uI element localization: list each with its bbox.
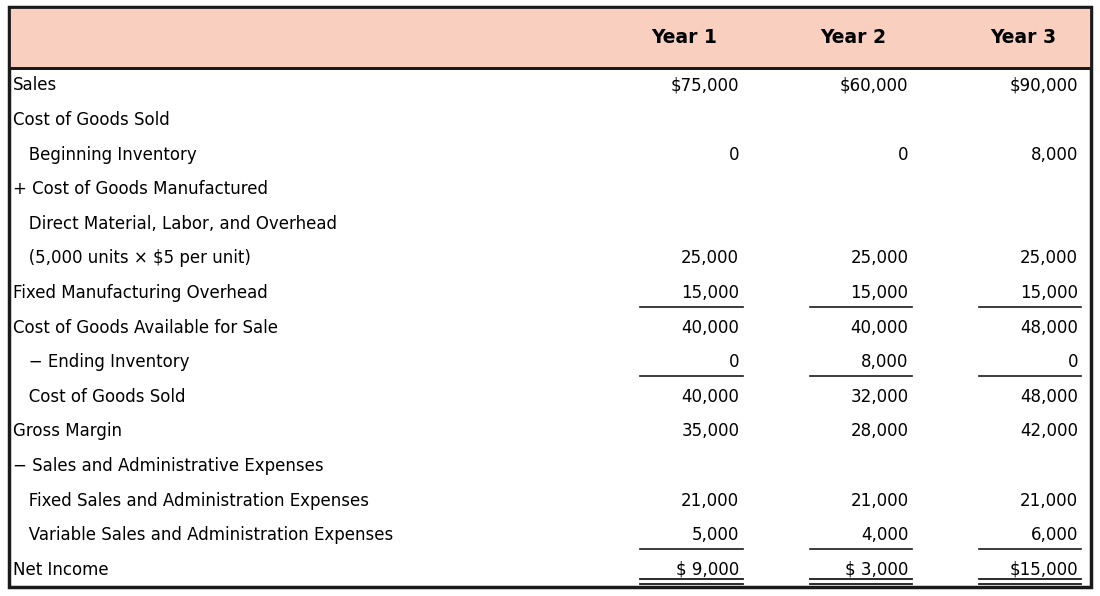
FancyBboxPatch shape: [9, 7, 1091, 587]
Text: Direct Material, Labor, and Overhead: Direct Material, Labor, and Overhead: [13, 215, 338, 233]
Text: Variable Sales and Administration Expenses: Variable Sales and Administration Expens…: [13, 526, 394, 544]
Text: 15,000: 15,000: [681, 284, 739, 302]
Text: 25,000: 25,000: [850, 249, 909, 268]
Text: Fixed Manufacturing Overhead: Fixed Manufacturing Overhead: [13, 284, 268, 302]
Text: $ 9,000: $ 9,000: [675, 561, 739, 579]
Text: Sales: Sales: [13, 76, 57, 94]
Text: 25,000: 25,000: [1020, 249, 1078, 268]
Text: 0: 0: [728, 145, 739, 163]
Text: Net Income: Net Income: [13, 561, 109, 579]
Text: 25,000: 25,000: [681, 249, 739, 268]
Text: Cost of Goods Available for Sale: Cost of Goods Available for Sale: [13, 318, 278, 337]
Text: Beginning Inventory: Beginning Inventory: [13, 145, 197, 163]
Text: 32,000: 32,000: [850, 388, 909, 406]
Text: Year 1: Year 1: [651, 28, 717, 47]
Text: 8,000: 8,000: [861, 353, 909, 371]
Text: $75,000: $75,000: [671, 76, 739, 94]
Text: Year 3: Year 3: [990, 28, 1056, 47]
Text: 28,000: 28,000: [850, 423, 909, 440]
Text: 21,000: 21,000: [681, 492, 739, 510]
Text: Fixed Sales and Administration Expenses: Fixed Sales and Administration Expenses: [13, 492, 370, 510]
Text: 0: 0: [728, 353, 739, 371]
Text: 8,000: 8,000: [1031, 145, 1078, 163]
Text: 42,000: 42,000: [1020, 423, 1078, 440]
Text: 15,000: 15,000: [850, 284, 909, 302]
Text: Gross Margin: Gross Margin: [13, 423, 122, 440]
Text: $90,000: $90,000: [1010, 76, 1078, 94]
Text: 15,000: 15,000: [1020, 284, 1078, 302]
FancyBboxPatch shape: [9, 7, 1091, 68]
Text: 48,000: 48,000: [1020, 318, 1078, 337]
Text: 35,000: 35,000: [681, 423, 739, 440]
Text: 21,000: 21,000: [1020, 492, 1078, 510]
Text: 40,000: 40,000: [681, 388, 739, 406]
Text: Cost of Goods Sold: Cost of Goods Sold: [13, 111, 169, 129]
Text: 40,000: 40,000: [850, 318, 909, 337]
Text: 6,000: 6,000: [1031, 526, 1078, 544]
Text: 48,000: 48,000: [1020, 388, 1078, 406]
Text: Year 2: Year 2: [821, 28, 887, 47]
Text: $15,000: $15,000: [1010, 561, 1078, 579]
Text: 21,000: 21,000: [850, 492, 909, 510]
Text: $ 3,000: $ 3,000: [845, 561, 909, 579]
Text: 4,000: 4,000: [861, 526, 909, 544]
Text: Cost of Goods Sold: Cost of Goods Sold: [13, 388, 186, 406]
Text: 40,000: 40,000: [681, 318, 739, 337]
Text: + Cost of Goods Manufactured: + Cost of Goods Manufactured: [13, 180, 268, 198]
Text: 0: 0: [898, 145, 909, 163]
Text: − Sales and Administrative Expenses: − Sales and Administrative Expenses: [13, 457, 323, 475]
Text: − Ending Inventory: − Ending Inventory: [13, 353, 189, 371]
Text: (5,000 units × $5 per unit): (5,000 units × $5 per unit): [13, 249, 251, 268]
Text: 5,000: 5,000: [692, 526, 739, 544]
Text: $60,000: $60,000: [840, 76, 909, 94]
Text: 0: 0: [1067, 353, 1078, 371]
